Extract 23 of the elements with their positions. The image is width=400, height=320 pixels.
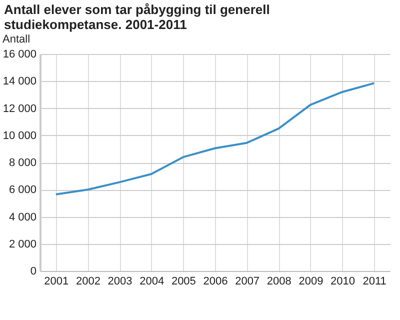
y-tick-label: 12 000 <box>2 102 36 115</box>
y-tick-label: 8 000 <box>8 157 36 169</box>
x-tick-label: 2003 <box>108 276 132 288</box>
y-tick-label: 6 000 <box>8 184 36 196</box>
y-tick-label: 10 000 <box>2 130 36 142</box>
x-tick-label: 2006 <box>203 276 228 288</box>
y-tick-label: 16 000 <box>2 48 36 60</box>
x-tick-label: 2010 <box>330 276 356 288</box>
y-tick-label: 14 000 <box>2 76 36 88</box>
x-tick-label: 2004 <box>140 276 164 288</box>
x-tick-label: 2009 <box>298 276 324 288</box>
x-tick-label: 2001 <box>44 276 69 288</box>
chart-title: Antall elever som tar påbygging til generell studiekompetanse. 2001-2011 <box>3 1 271 32</box>
y-axis-title: Antall <box>2 34 30 46</box>
line-series <box>54 82 376 196</box>
y-tick-label: 4 000 <box>8 211 36 224</box>
x-tick-label: 2002 <box>76 276 100 288</box>
y-tick-label: 0 <box>30 266 36 278</box>
x-tick-label: 2011 <box>362 276 386 288</box>
x-tick-label: 2008 <box>266 276 292 288</box>
x-tick-label: 2007 <box>235 276 260 288</box>
x-tick-label: 2005 <box>171 276 196 288</box>
y-tick-label: 2 000 <box>8 238 36 250</box>
